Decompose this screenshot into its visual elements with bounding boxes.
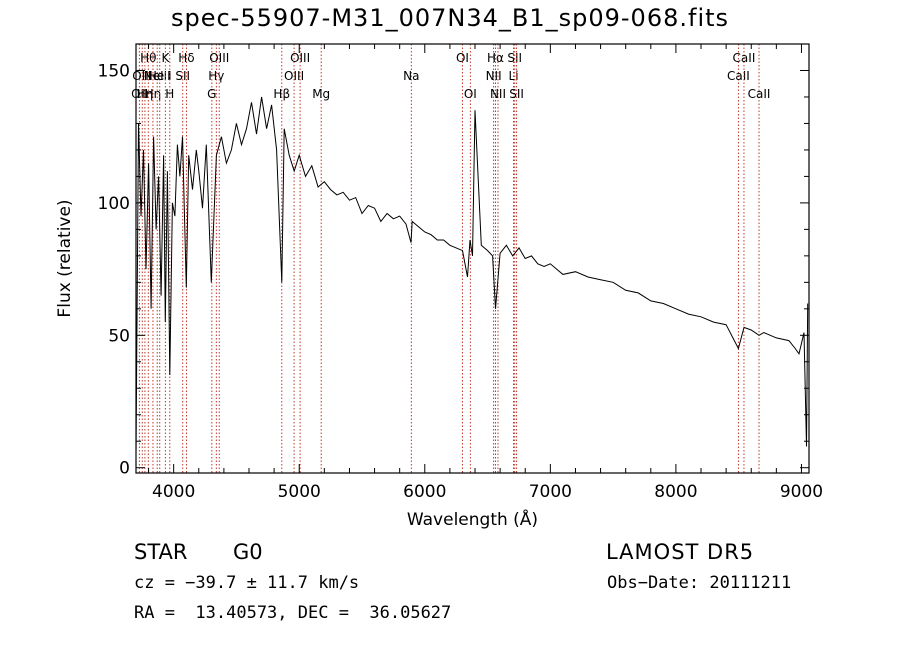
observation-date: Obs−Date: 20111211 xyxy=(607,573,792,593)
spectral-line-label: OII xyxy=(131,87,148,101)
spectral-line-label: Hη xyxy=(137,87,154,101)
x-tick-label: 8000 xyxy=(654,482,697,502)
x-tick-label: 9000 xyxy=(780,482,823,502)
spectral-line-label: Hθ xyxy=(140,51,156,65)
spectral-line-label: H xyxy=(165,87,174,101)
spectral-line-label: OI xyxy=(456,51,469,65)
x-tick-label: 7000 xyxy=(529,482,572,502)
spectral-line-label: K xyxy=(161,51,170,65)
spectral-line-label: OIII xyxy=(209,51,229,65)
spectral-line-label: OIII xyxy=(290,51,310,65)
spectral-line-label: G xyxy=(207,87,216,101)
x-axis-label: Wavelength (Å) xyxy=(407,508,538,530)
spectral-line-label: OIII xyxy=(284,69,304,83)
spectral-line-label: NII xyxy=(490,87,506,101)
spectral-line-label: Mg xyxy=(312,87,330,101)
spectral-line-label: Hα xyxy=(487,51,504,65)
spectral-line-label: CaII xyxy=(727,69,750,83)
spectral-line-label: NII xyxy=(486,69,502,83)
x-tick-label: 6000 xyxy=(403,482,446,502)
spectral-line-label: OIII xyxy=(132,69,152,83)
spectral-line-label: OI xyxy=(464,87,477,101)
spectral-line-label: Na xyxy=(403,69,419,83)
spectral-line-label: CaII xyxy=(733,51,756,65)
spectral-line-label: Li xyxy=(509,69,519,83)
y-axis-label: Flux (relative) xyxy=(55,199,75,317)
plot-frame xyxy=(135,43,810,474)
spectral-line-label: Hγ xyxy=(208,69,224,83)
spectral-line-label: SII xyxy=(175,69,190,83)
spectral-line-label: Hβ xyxy=(273,87,290,101)
spectral-line-label: SII xyxy=(507,51,522,65)
spectrum-trace xyxy=(135,96,809,455)
redshift-readout: cz = −39.7 ± 11.7 km/s xyxy=(134,573,360,593)
y-tick-label: 0 xyxy=(119,459,130,479)
spectral-line-label: CaII xyxy=(748,87,771,101)
spectral-line-label: Hη xyxy=(145,87,162,101)
object-class: STAR xyxy=(134,540,188,564)
x-tick-label: 4000 xyxy=(152,482,195,502)
object-subclass: G0 xyxy=(233,540,263,564)
spectral-line-label: NeIII xyxy=(144,69,171,83)
y-tick-label: 150 xyxy=(98,61,130,81)
spectral-line-label: He I xyxy=(148,69,172,83)
chart-title: spec-55907-M31_007N34_B1_sp09-068.fits xyxy=(170,4,730,32)
spectral-line-label: SII xyxy=(509,87,524,101)
x-tick-label: 5000 xyxy=(278,482,321,502)
y-tick-label: 50 xyxy=(108,326,130,346)
coordinates-readout: RA = 13.40573, DEC = 36.05627 xyxy=(134,603,452,623)
spectral-line-label: Hδ xyxy=(178,51,194,65)
survey-name: LAMOST DR5 xyxy=(606,540,755,564)
y-tick-label: 100 xyxy=(98,194,130,214)
